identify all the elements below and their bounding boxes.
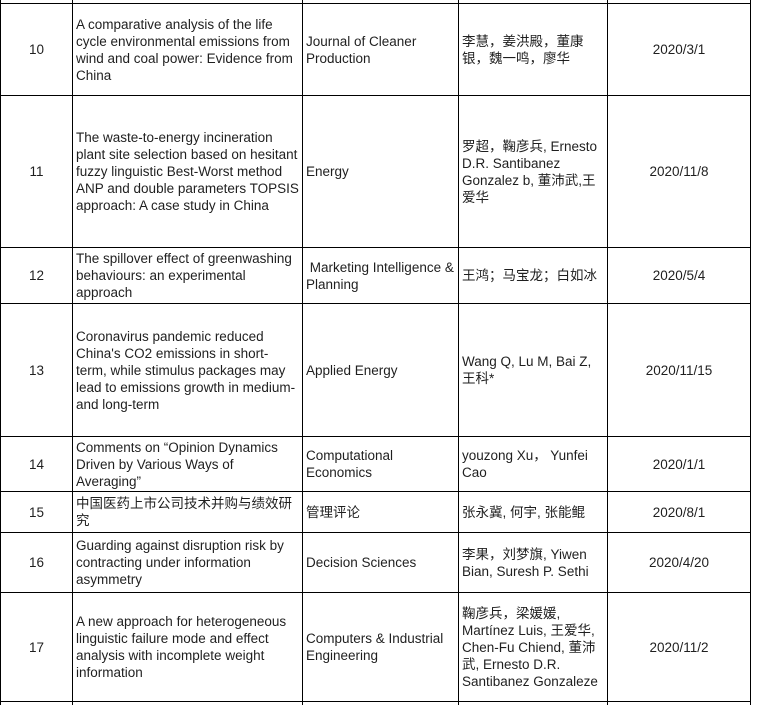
title-cell[interactable]: Guarding against disruption risk by cont… xyxy=(72,532,303,593)
journal-cell[interactable]: Computers & Industrial Engineering xyxy=(302,592,459,702)
table-row: 17 A new approach for heterogeneous lingu… xyxy=(0,592,751,702)
date-cell[interactable]: 2020/8/1 xyxy=(607,491,751,533)
row-number-cell[interactable]: 17 xyxy=(0,592,73,702)
authors-cell[interactable]: 李果，刘梦旗, Yiwen Bian, Suresh P. Sethi xyxy=(458,532,608,593)
table-row-partial-bottom xyxy=(0,701,751,705)
row-number-cell[interactable]: 11 xyxy=(0,95,73,248)
row-number-cell[interactable]: 16 xyxy=(0,532,73,593)
date-cell[interactable]: 2020/5/4 xyxy=(607,247,751,304)
partial-cell xyxy=(72,701,303,705)
date-cell[interactable]: 2020/1/1 xyxy=(607,436,751,492)
authors-cell[interactable]: youzong Xu， Yunfei Cao xyxy=(458,436,608,492)
authors-cell[interactable]: 罗超，鞠彦兵, Ernesto D.R. Santibanez Gonzalez… xyxy=(458,95,608,248)
table-row: 15 中国医药上市公司技术并购与绩效研究 管理评论 张永冀, 何宇, 张能鲲 2020/… xyxy=(0,491,751,533)
row-number-cell[interactable]: 12 xyxy=(0,247,73,304)
table-row: 11 The waste-to-energy incineration plant… xyxy=(0,95,751,248)
journal-cell[interactable]: Applied Energy xyxy=(302,303,459,437)
title-cell[interactable]: A comparative analysis of the life cycle… xyxy=(72,3,303,96)
table-row: 16 Guarding against disruption risk by co… xyxy=(0,532,751,593)
journal-cell[interactable]: Computational Economics xyxy=(302,436,459,492)
journal-cell[interactable]: 管理评论 xyxy=(302,491,459,533)
authors-cell[interactable]: Wang Q, Lu M, Bai Z, 王科* xyxy=(458,303,608,437)
authors-cell[interactable]: 张永冀, 何宇, 张能鲲 xyxy=(458,491,608,533)
authors-cell[interactable]: 鞠彦兵，梁媛媛, Martínez Luis, 王爱华, Chen-Fu Chi… xyxy=(458,592,608,702)
date-cell[interactable]: 2020/11/2 xyxy=(607,592,751,702)
title-cell[interactable]: Coronavirus pandemic reduced China's CO2… xyxy=(72,303,303,437)
date-cell[interactable]: 2020/3/1 xyxy=(607,3,751,96)
table-row: 14 Comments on “Opinion Dynamics Driven b… xyxy=(0,436,751,492)
date-cell[interactable]: 2020/4/20 xyxy=(607,532,751,593)
row-number-cell[interactable]: 14 xyxy=(0,436,73,492)
row-number-cell[interactable]: 10 xyxy=(0,3,73,96)
date-cell[interactable]: 2020/11/15 xyxy=(607,303,751,437)
title-cell[interactable]: Comments on “Opinion Dynamics Driven by … xyxy=(72,436,303,492)
partial-cell xyxy=(0,701,73,705)
table-row: 13 Coronavirus pandemic reduced China's C… xyxy=(0,303,751,437)
title-cell[interactable]: The waste-to-energy incineration plant s… xyxy=(72,95,303,248)
title-cell[interactable]: 中国医药上市公司技术并购与绩效研究 xyxy=(72,491,303,533)
journal-cell[interactable]: Marketing Intelligence & Planning xyxy=(302,247,459,304)
partial-cell xyxy=(607,701,751,705)
date-cell[interactable]: 2020/11/8 xyxy=(607,95,751,248)
title-cell[interactable]: The spillover effect of greenwashing beh… xyxy=(72,247,303,304)
partial-cell xyxy=(302,701,459,705)
title-cell[interactable]: A new approach for heterogeneous linguis… xyxy=(72,592,303,702)
partial-cell xyxy=(458,701,608,705)
row-number-cell[interactable]: 15 xyxy=(0,491,73,533)
authors-cell[interactable]: 李慧，姜洪殿，董康银，魏一鸣，廖华 xyxy=(458,3,608,96)
journal-cell[interactable]: Decision Sciences xyxy=(302,532,459,593)
table-row: 10 A comparative analysis of the life cyc… xyxy=(0,3,751,96)
table-row: 12 The spillover effect of greenwashing b… xyxy=(0,247,751,304)
journal-cell[interactable]: Journal of Cleaner Production xyxy=(302,3,459,96)
journal-cell[interactable]: Energy xyxy=(302,95,459,248)
authors-cell[interactable]: 王鸿；马宝龙；白如冰 xyxy=(458,247,608,304)
row-number-cell[interactable]: 13 xyxy=(0,303,73,437)
